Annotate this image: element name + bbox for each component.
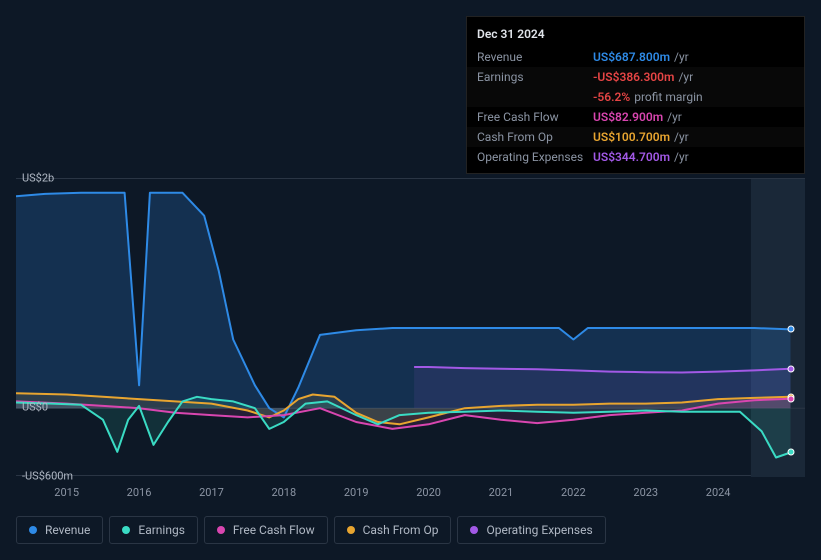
x-tick-label: 2018: [271, 486, 296, 499]
tooltip-row-value: US$687.800m: [593, 50, 670, 64]
data-tooltip: Dec 31 2024 RevenueUS$687.800m/yrEarning…: [466, 16, 805, 174]
tooltip-rows: RevenueUS$687.800m/yrEarnings-US$386.300…: [467, 47, 804, 167]
financial-chart[interactable]: US$2bUS$0-US$600m: [16, 160, 805, 476]
plot-area: [16, 178, 805, 476]
x-tick-label: 2023: [633, 486, 658, 499]
tooltip-row: Free Cash FlowUS$82.900m/yr: [467, 107, 804, 127]
legend-item[interactable]: Operating Expenses: [457, 516, 605, 544]
x-tick-label: 2015: [54, 486, 79, 499]
series-marker: [787, 326, 794, 333]
legend-label: Revenue: [45, 523, 90, 537]
tooltip-row-value: -US$386.300m: [593, 70, 674, 84]
tooltip-row-unit: /yr: [674, 50, 689, 64]
y-tick-label: US$2b: [22, 172, 54, 185]
tooltip-row-unit: /yr: [674, 130, 689, 144]
legend-item[interactable]: Earnings: [109, 516, 198, 544]
legend-label: Operating Expenses: [486, 523, 592, 537]
series-marker: [787, 395, 794, 402]
tooltip-row-value: US$82.900m: [593, 110, 663, 124]
tooltip-row-unit: /yr: [678, 70, 693, 84]
legend-label: Free Cash Flow: [233, 523, 315, 537]
legend-dot-icon: [347, 526, 355, 534]
x-tick-label: 2017: [199, 486, 224, 499]
x-tick-label: 2020: [416, 486, 441, 499]
chart-svg: [16, 179, 805, 477]
legend-dot-icon: [122, 526, 130, 534]
legend-item[interactable]: Cash From Op: [334, 516, 452, 544]
tooltip-row-label: Revenue: [477, 50, 593, 64]
legend-dot-icon: [29, 526, 37, 534]
legend-item[interactable]: Free Cash Flow: [204, 516, 328, 544]
x-tick-label: 2024: [706, 486, 731, 499]
x-tick-label: 2019: [344, 486, 369, 499]
legend-dot-icon: [217, 526, 225, 534]
legend-label: Earnings: [138, 523, 185, 537]
tooltip-row-value: US$100.700m: [593, 130, 670, 144]
x-tick-label: 2021: [489, 486, 514, 499]
tooltip-row-unit: /yr: [667, 110, 682, 124]
tooltip-row: RevenueUS$687.800m/yr: [467, 47, 804, 67]
chart-legend: Revenue Earnings Free Cash Flow Cash From O…: [16, 516, 606, 544]
x-tick-label: 2022: [561, 486, 586, 499]
tooltip-row-label: Free Cash Flow: [477, 110, 593, 124]
legend-dot-icon: [470, 526, 478, 534]
tooltip-row-value: -56.2%: [593, 90, 630, 104]
tooltip-row-label: Earnings: [477, 70, 593, 84]
legend-item[interactable]: Revenue: [16, 516, 103, 544]
tooltip-row: Earnings-US$386.300m/yr: [467, 67, 804, 87]
tooltip-row-label: Cash From Op: [477, 130, 593, 144]
legend-label: Cash From Op: [363, 523, 439, 537]
x-axis: 2015 2016 2017 2018 2019 2020 2021 2022 2023 2024: [16, 486, 805, 504]
tooltip-row: -56.2% profit margin: [467, 87, 804, 107]
series-marker: [787, 365, 794, 372]
tooltip-date: Dec 31 2024: [467, 23, 804, 47]
x-tick-label: 2016: [127, 486, 152, 499]
series-marker: [787, 449, 794, 456]
y-tick-label: -US$600m: [22, 470, 73, 483]
tooltip-row-note: profit margin: [634, 90, 702, 104]
y-tick-label: US$0: [22, 401, 48, 414]
tooltip-row-label: [477, 90, 593, 104]
tooltip-row: Cash From OpUS$100.700m/yr: [467, 127, 804, 147]
